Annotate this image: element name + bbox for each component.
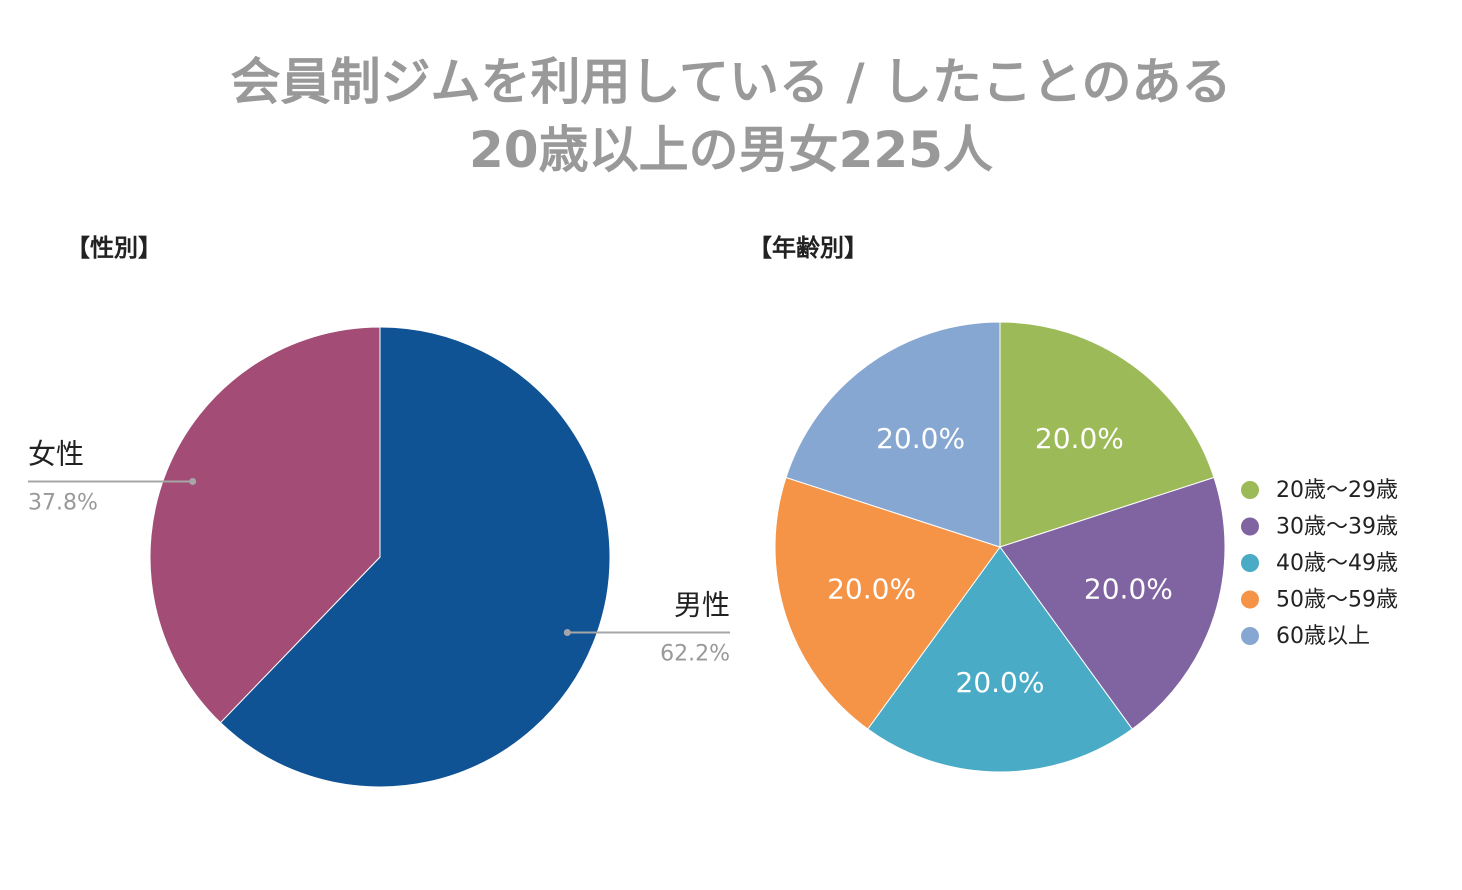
chart-title-line1: 会員制ジムを利用している / したことのある — [230, 53, 1232, 111]
gender-slice-1 — [219, 326, 611, 788]
age-slice-5 — [785, 321, 1001, 548]
age-slice-1 — [999, 321, 1215, 548]
gender-value-label-1: 62.2% — [660, 642, 730, 667]
gender-slice-2 — [149, 326, 381, 724]
age-slice-4 — [774, 476, 1001, 730]
age-legend: 20歳〜29歳 30歳〜39歳 40歳〜49歳 50歳〜59歳 60歳以上 — [1241, 478, 1398, 649]
age-chart-title: 【年齢別】 — [748, 234, 868, 262]
age-slice-value-label-1: 20.0% — [1035, 422, 1124, 455]
age-legend-label-2: 30歳〜39歳 — [1276, 515, 1398, 540]
age-slice-value-label-3: 20.0% — [956, 666, 1045, 699]
gender-callout-dot-1 — [563, 629, 571, 636]
age-slice-value-label-4: 20.0% — [827, 573, 916, 606]
age-legend-marker-2 — [1241, 517, 1259, 536]
age-slice-3 — [867, 546, 1133, 773]
age-legend-label-3: 40歳〜49歳 — [1276, 551, 1398, 576]
age-legend-label-4: 50歳〜59歳 — [1276, 588, 1398, 613]
gender-callouts: 男性 62.2% 女性 37.8% — [28, 438, 730, 667]
age-legend-marker-4 — [1241, 590, 1259, 609]
age-pie-chart: 20.0% 20.0% 20.0% 20.0% 20.0% — [774, 321, 1226, 773]
gender-pie-chart — [149, 326, 611, 788]
gender-value-label-2: 37.8% — [28, 491, 98, 516]
chart-title-line2: 20歳以上の男女225人 — [469, 121, 993, 179]
age-slice-value-label-5: 20.0% — [876, 422, 965, 455]
gender-chart-title: 【性別】 — [66, 234, 162, 262]
age-legend-label-1: 20歳〜29歳 — [1276, 478, 1398, 503]
age-legend-marker-3 — [1241, 554, 1259, 572]
age-slice-value-label-2: 20.0% — [1084, 573, 1173, 606]
gender-callout-dot-2 — [189, 478, 197, 485]
age-slice-2 — [999, 476, 1226, 730]
age-legend-label-5: 60歳以上 — [1276, 624, 1370, 649]
age-legend-marker-5 — [1241, 627, 1259, 645]
gender-label-1: 男性 — [674, 589, 730, 622]
gender-label-2: 女性 — [28, 438, 84, 471]
age-legend-marker-1 — [1241, 481, 1259, 499]
